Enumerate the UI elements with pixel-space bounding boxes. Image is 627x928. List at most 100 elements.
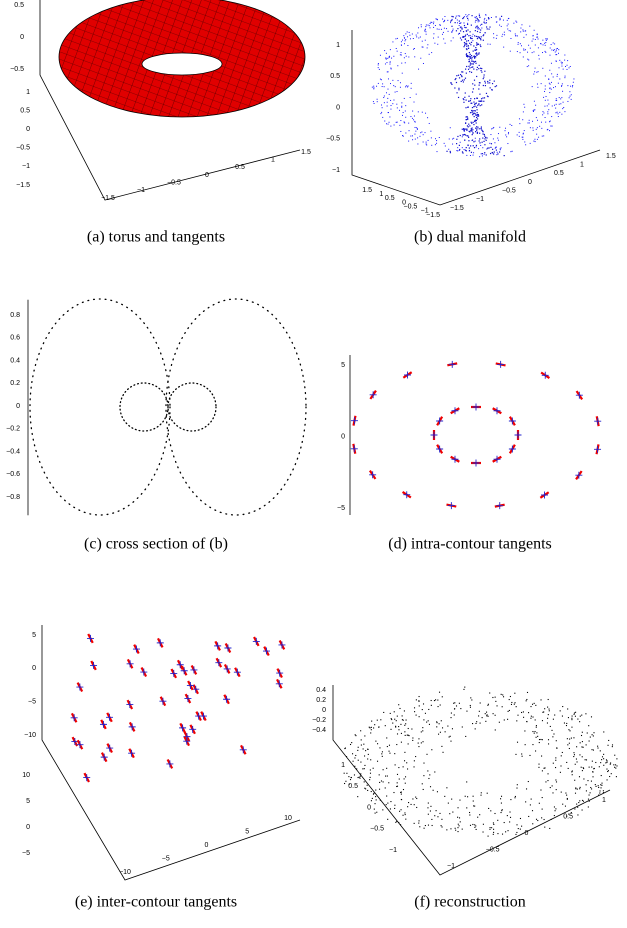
point	[484, 81, 485, 82]
point	[528, 59, 529, 60]
point	[418, 111, 419, 112]
point	[452, 139, 453, 140]
point	[483, 35, 484, 36]
point	[408, 56, 409, 57]
point	[526, 721, 527, 722]
point	[467, 116, 468, 117]
point	[368, 754, 369, 755]
point	[490, 153, 491, 154]
point	[473, 110, 474, 111]
tick-label: −0.5	[370, 826, 384, 833]
point	[449, 138, 450, 139]
point	[404, 121, 405, 122]
point	[556, 748, 557, 749]
point	[442, 727, 443, 728]
point	[410, 116, 411, 117]
point	[398, 767, 399, 768]
point	[479, 140, 480, 141]
point	[426, 142, 427, 143]
point	[475, 825, 476, 826]
point	[580, 742, 581, 743]
point	[419, 136, 420, 137]
point	[401, 106, 402, 107]
point	[390, 109, 391, 110]
point	[559, 97, 560, 98]
point	[476, 45, 477, 46]
point	[549, 55, 550, 56]
tick-label: −5	[162, 855, 170, 862]
point	[569, 67, 570, 68]
point	[405, 111, 406, 112]
point	[373, 101, 374, 102]
point	[397, 733, 398, 734]
point	[487, 148, 488, 149]
point	[450, 741, 451, 742]
point	[552, 785, 553, 786]
point	[409, 130, 410, 131]
point	[407, 86, 408, 87]
point	[516, 787, 517, 788]
point	[612, 744, 613, 745]
point	[467, 15, 468, 16]
point	[373, 793, 374, 794]
point	[491, 17, 492, 18]
point	[408, 802, 409, 803]
point	[371, 727, 372, 728]
point	[375, 741, 376, 742]
point	[484, 144, 485, 145]
point	[527, 52, 528, 53]
point	[459, 20, 460, 21]
point	[482, 133, 483, 134]
point	[473, 124, 474, 125]
point	[350, 779, 351, 780]
point	[496, 147, 497, 148]
point	[476, 145, 477, 146]
point	[382, 107, 383, 108]
point	[412, 737, 413, 738]
point	[581, 746, 582, 747]
point	[456, 75, 457, 76]
tick-label: −0.5	[486, 846, 500, 853]
point	[345, 781, 346, 782]
point	[414, 711, 415, 712]
point	[470, 64, 471, 65]
point	[545, 52, 546, 53]
point	[605, 762, 606, 763]
point	[591, 749, 592, 750]
point	[344, 783, 345, 784]
point	[478, 21, 479, 22]
point	[384, 102, 385, 103]
point	[590, 787, 591, 788]
point	[427, 807, 428, 808]
point	[480, 795, 481, 796]
tick-label: 0.4	[10, 357, 20, 364]
point	[418, 823, 419, 824]
point	[409, 32, 410, 33]
point	[497, 138, 498, 139]
point	[550, 787, 551, 788]
point	[493, 832, 494, 833]
point	[423, 703, 424, 704]
point	[595, 762, 596, 763]
point	[387, 775, 388, 776]
point	[514, 693, 515, 694]
point	[474, 80, 475, 81]
point	[518, 44, 519, 45]
point	[477, 67, 478, 68]
point	[381, 753, 382, 754]
point	[554, 49, 555, 50]
point	[473, 152, 474, 153]
point	[428, 25, 429, 26]
point	[537, 736, 538, 737]
tick-label: −0.4	[6, 448, 20, 455]
point	[408, 728, 409, 729]
point	[466, 66, 467, 67]
point	[404, 725, 405, 726]
point	[544, 767, 545, 768]
point	[401, 799, 402, 800]
point	[442, 19, 443, 20]
point	[405, 117, 406, 118]
point	[466, 147, 467, 148]
point	[541, 122, 542, 123]
point	[473, 805, 474, 806]
